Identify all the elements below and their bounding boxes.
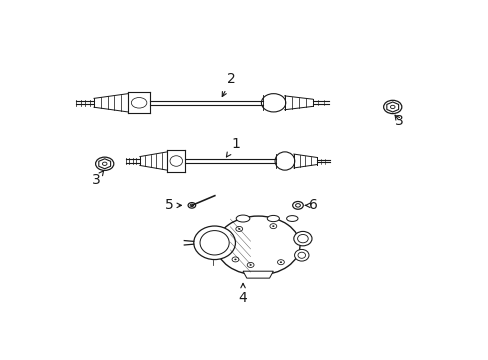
Circle shape (389, 105, 394, 109)
Text: 5: 5 (164, 198, 181, 212)
Ellipse shape (286, 216, 297, 221)
Ellipse shape (193, 226, 235, 260)
Circle shape (272, 225, 274, 227)
Ellipse shape (297, 252, 305, 258)
Circle shape (188, 203, 195, 208)
Circle shape (190, 204, 193, 207)
Text: 3: 3 (394, 114, 403, 129)
Circle shape (383, 100, 401, 114)
Circle shape (235, 226, 242, 231)
Text: 3: 3 (91, 171, 103, 188)
Circle shape (247, 262, 253, 267)
Text: 6: 6 (305, 198, 317, 212)
Text: 4: 4 (238, 283, 247, 305)
Ellipse shape (216, 216, 299, 275)
Ellipse shape (275, 152, 294, 170)
Ellipse shape (267, 215, 279, 222)
Circle shape (295, 204, 300, 207)
Circle shape (279, 261, 282, 263)
Polygon shape (99, 159, 110, 169)
Polygon shape (386, 102, 398, 112)
Ellipse shape (294, 249, 308, 261)
Circle shape (96, 157, 114, 170)
Circle shape (102, 162, 107, 166)
Circle shape (277, 260, 284, 265)
Ellipse shape (131, 98, 146, 108)
Circle shape (249, 264, 251, 266)
Ellipse shape (170, 156, 182, 166)
Ellipse shape (261, 94, 285, 112)
Circle shape (292, 202, 303, 209)
Circle shape (269, 224, 276, 229)
Text: 1: 1 (226, 138, 240, 157)
Polygon shape (243, 271, 273, 278)
Circle shape (232, 257, 238, 262)
Text: 2: 2 (222, 72, 236, 96)
Circle shape (238, 228, 240, 230)
Ellipse shape (236, 215, 249, 222)
Ellipse shape (200, 231, 229, 255)
Ellipse shape (297, 234, 307, 243)
Ellipse shape (293, 231, 311, 246)
Circle shape (234, 258, 236, 260)
